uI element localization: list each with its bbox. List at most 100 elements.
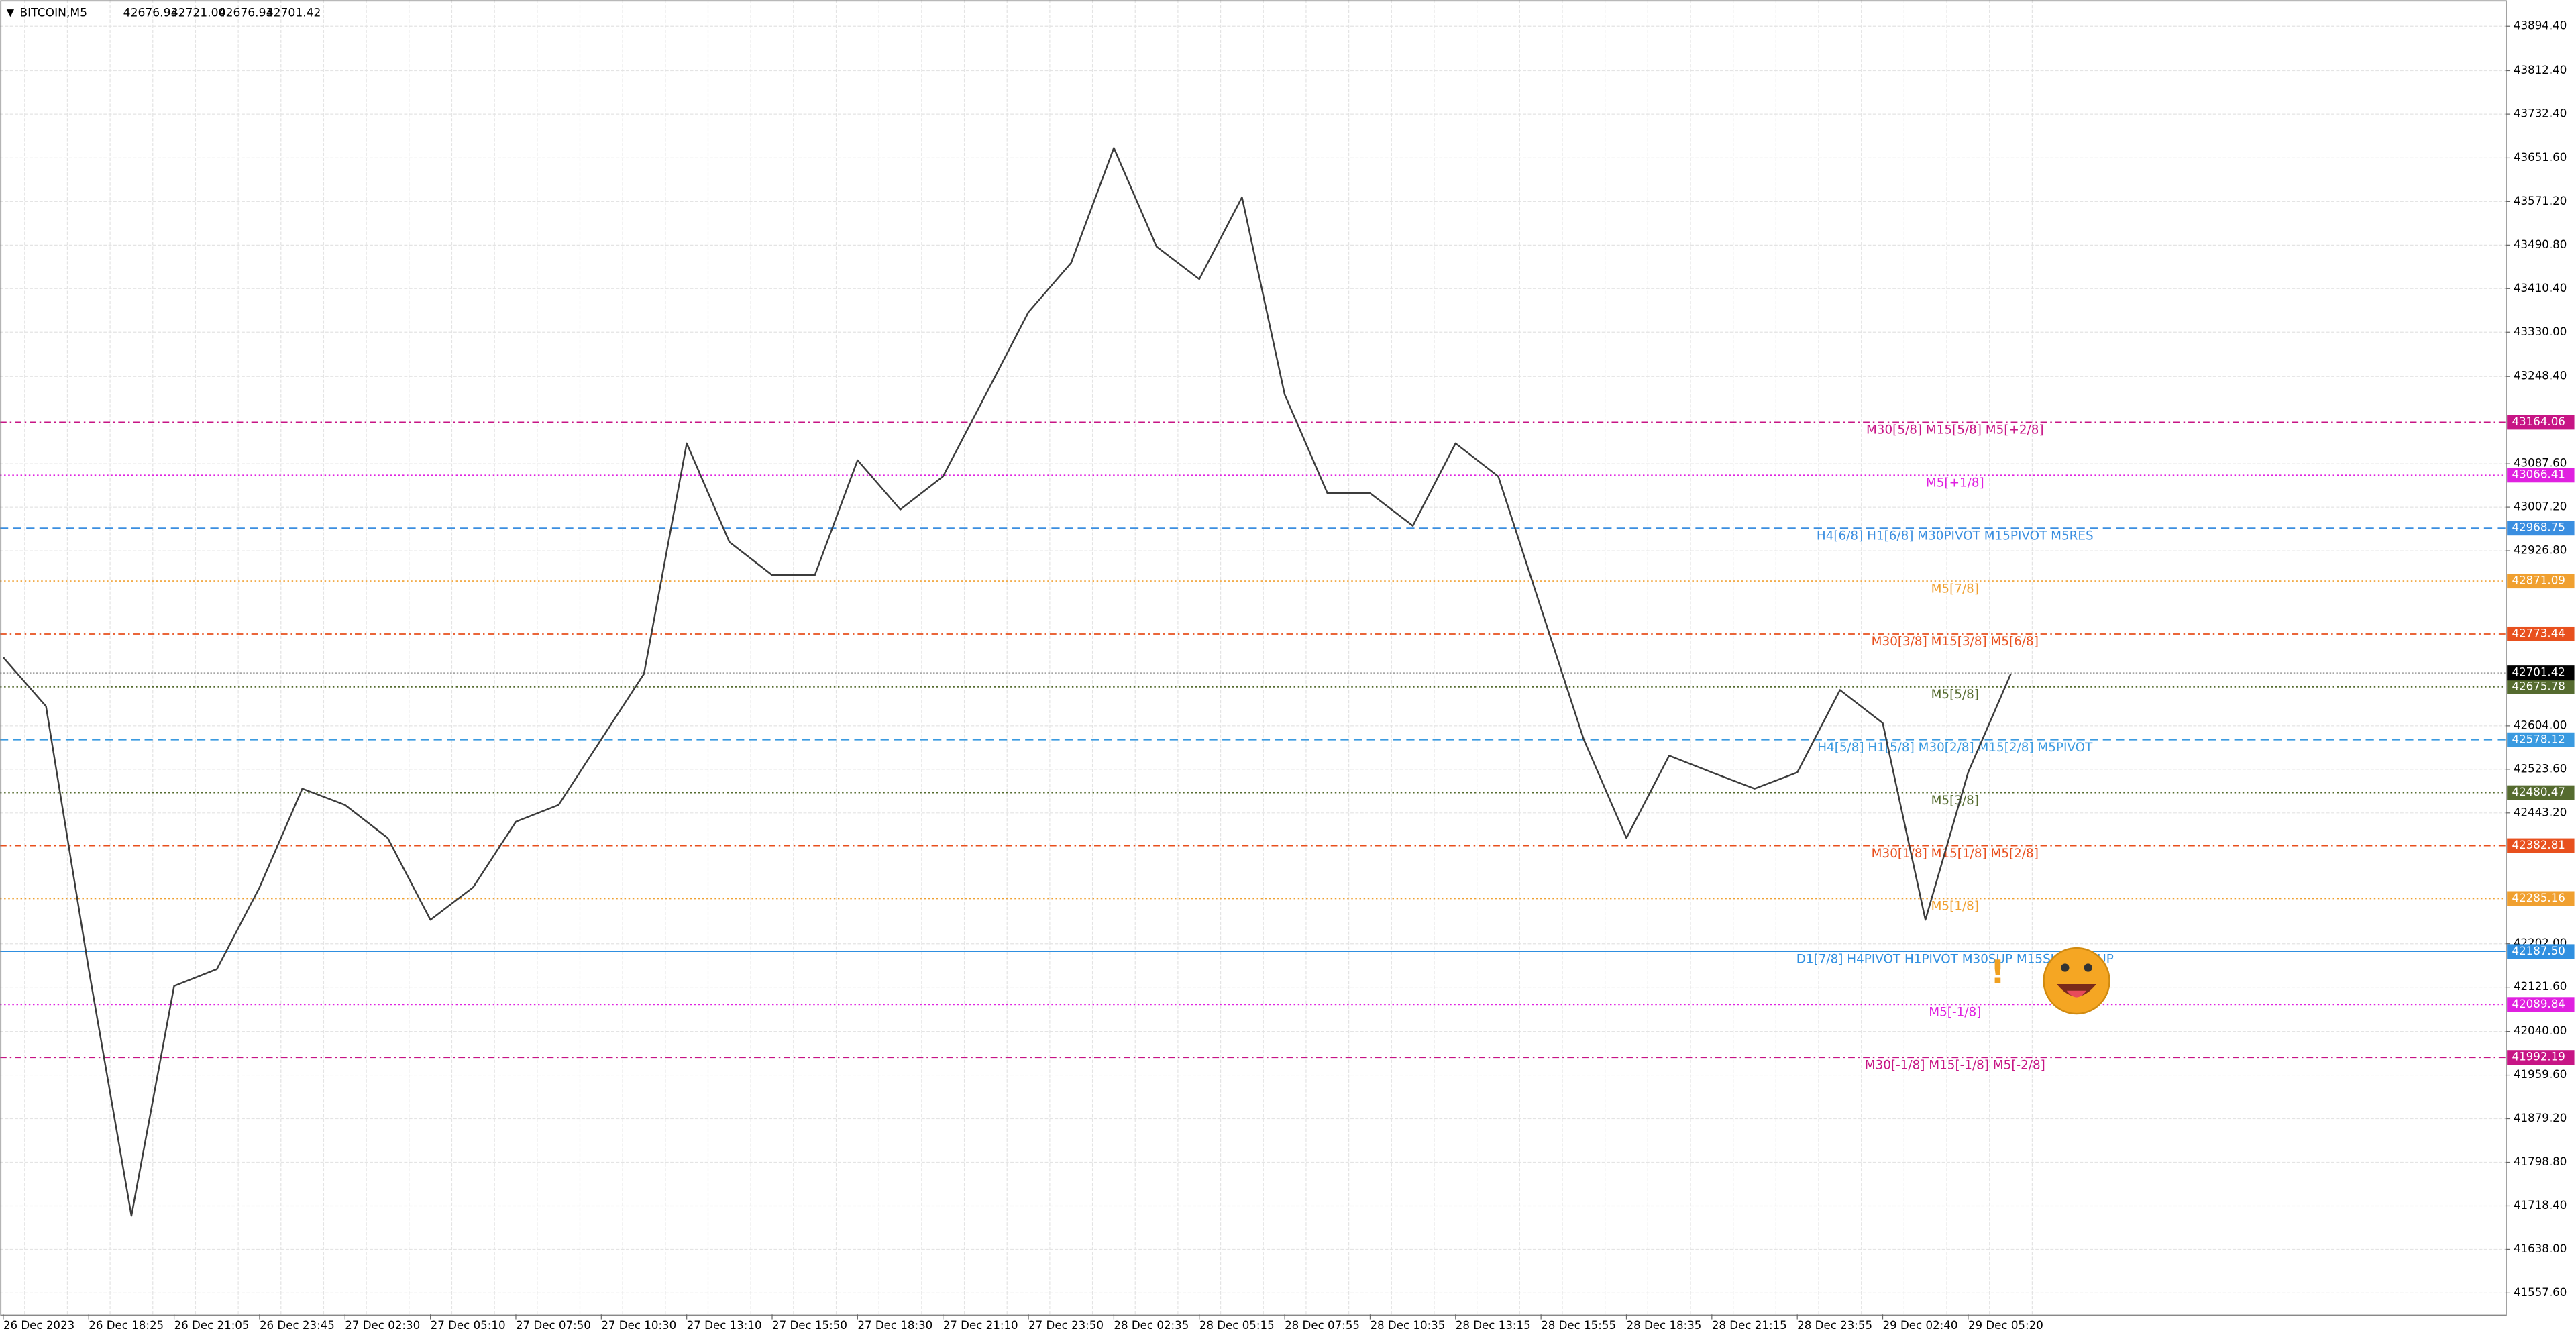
price-tag-label: 42480.47	[2512, 786, 2565, 798]
y-tick-label: 43410.40	[2514, 282, 2567, 294]
smiley-tongue	[2066, 990, 2087, 998]
level-label: D1[7/8] H4PIVOT H1PIVOT M30SUP M15SUP M5…	[1796, 953, 2114, 967]
x-tick-label: 28 Dec 07:55	[1285, 1319, 1360, 1332]
smiley-eye	[2084, 963, 2092, 972]
price-tag-label: 42871.09	[2512, 574, 2565, 587]
smiley: !	[1990, 947, 2110, 1015]
price-tag-label: 41992.19	[2512, 1051, 2565, 1063]
level-label: M5[+1/8]	[1926, 476, 1984, 490]
low: 42676.93	[219, 7, 274, 20]
y-tick-label: 43087.60	[2514, 457, 2567, 470]
level-label: M30[1/8] M15[1/8] M5[2/8]	[1872, 847, 2039, 861]
y-tick-label: 41879.20	[2514, 1112, 2567, 1124]
price-tag	[2507, 415, 2575, 430]
x-tick-label: 27 Dec 13:10	[687, 1319, 762, 1332]
level-label: M5[7/8]	[1931, 582, 1979, 596]
price-tag	[2507, 679, 2575, 694]
plot-frame	[0, 0, 2507, 1316]
current-price-tag	[2507, 665, 2575, 681]
price-tag-label: 42968.75	[2512, 521, 2565, 534]
y-tick-label: 42040.00	[2514, 1024, 2567, 1037]
x-tick-label: 27 Dec 23:50	[1028, 1319, 1104, 1332]
alert-icon: !	[1990, 953, 2005, 992]
price-tag	[2507, 468, 2575, 483]
price-tag-label: 42382.81	[2512, 839, 2565, 851]
y-tick-label: 43651.60	[2514, 151, 2567, 164]
y-tick-label: 43330.00	[2514, 325, 2567, 338]
level-label: H4[5/8] H1[5/8] M30[2/8] M15[2/8] M5PIVO…	[1817, 741, 2093, 755]
y-tick-label: 42604.00	[2514, 718, 2567, 731]
close: 42701.42	[266, 7, 321, 20]
price-tag-label: 42675.78	[2512, 680, 2565, 692]
x-tick-label: 27 Dec 05:10	[431, 1319, 506, 1332]
x-tick-label: 26 Dec 18:25	[89, 1319, 164, 1332]
menu-arrow[interactable]: ▼	[7, 7, 15, 19]
y-tick-label: 43571.20	[2514, 195, 2567, 207]
levels: M30[5/8] M15[5/8] M5[+2/8] M5[+1/8] H4[6/8…	[0, 421, 2506, 1072]
y-tick-label: 42443.20	[2514, 806, 2567, 818]
y-tick-label: 41557.60	[2514, 1286, 2567, 1299]
price-tag-label: 42578.12	[2512, 733, 2565, 745]
y-tick-label: 43490.80	[2514, 238, 2567, 251]
price-tag	[2507, 785, 2575, 800]
y-tick-label: 41718.40	[2514, 1199, 2567, 1212]
price-tag-label: 43164.06	[2512, 415, 2565, 428]
x-tick-label: 26 Dec 2023	[3, 1319, 74, 1332]
price-tag	[2507, 891, 2575, 906]
y-tick-label: 42121.60	[2514, 980, 2567, 993]
smiley-face	[2043, 947, 2110, 1015]
x-tick-label: 28 Dec 10:35	[1370, 1319, 1445, 1332]
x-tick-label: 26 Dec 21:05	[174, 1319, 250, 1332]
y-tick-label: 41959.60	[2514, 1068, 2567, 1081]
axes: 26 Dec 2023 26 Dec 18:25 26 Dec 21:05 26 De…	[3, 19, 2575, 1332]
price-tag	[2507, 997, 2575, 1012]
price-tag	[2507, 732, 2575, 747]
price-tag-label: 42773.44	[2512, 627, 2565, 639]
x-tick-label: 27 Dec 07:50	[516, 1319, 591, 1332]
y-tick-label: 41638.00	[2514, 1242, 2567, 1255]
y-tick-label: 42523.60	[2514, 762, 2567, 775]
x-tick-label: 29 Dec 02:40	[1883, 1319, 1958, 1332]
header: ▼ BITCOIN,M5 42676.93 42721.00 42676.93 …	[7, 7, 321, 20]
x-tick-label: 28 Dec 21:15	[1712, 1319, 1787, 1332]
x-tick-label: 27 Dec 02:30	[345, 1319, 420, 1332]
y-tick-label: 43007.20	[2514, 500, 2567, 513]
price-tag	[2507, 574, 2575, 589]
y-tick-label: 43248.40	[2514, 370, 2567, 382]
x-tick-label: 28 Dec 13:15	[1456, 1319, 1531, 1332]
level-label: M5[1/8]	[1931, 900, 1979, 914]
high: 42721.00	[171, 7, 226, 20]
price-tag	[2507, 521, 2575, 536]
x-tick-label: 27 Dec 21:10	[943, 1319, 1018, 1332]
price-tag-label: 43066.41	[2512, 468, 2565, 481]
price-tag	[2507, 838, 2575, 853]
level-label: M30[-1/8] M15[-1/8] M5[-2/8]	[1865, 1058, 2045, 1072]
x-tick-label: 27 Dec 10:30	[601, 1319, 676, 1332]
price-line	[2, 147, 2012, 1217]
price-tag	[2507, 1050, 2575, 1065]
y-tick-label: 43812.40	[2514, 64, 2567, 76]
level-label: M5[3/8]	[1931, 794, 1979, 808]
price-tag	[2507, 626, 2575, 641]
price-tag-label: 42187.50	[2512, 945, 2565, 957]
x-tick-label: 28 Dec 05:15	[1199, 1319, 1275, 1332]
x-tick-label: 27 Dec 15:50	[772, 1319, 847, 1332]
level-label: M30[3/8] M15[3/8] M5[6/8]	[1872, 635, 2039, 649]
smiley-mouth	[2057, 983, 2096, 997]
plot	[2, 147, 2012, 1217]
level-label: H4[6/8] H1[6/8] M30PIVOT M15PIVOT M5RES	[1817, 529, 2094, 543]
x-tick-label: 27 Dec 18:30	[857, 1319, 932, 1332]
level-label: M5[5/8]	[1931, 688, 1979, 702]
smiley-eye	[2061, 963, 2070, 972]
level-label: M30[5/8] M15[5/8] M5[+2/8]	[1866, 423, 2044, 437]
x-tick-label: 29 Dec 05:20	[1968, 1319, 2043, 1332]
x-tick-label: 28 Dec 15:55	[1541, 1319, 1616, 1332]
x-tick-label: 28 Dec 18:35	[1626, 1319, 1701, 1332]
grid	[0, 0, 2506, 1315]
y-tick-label: 42926.80	[2514, 544, 2567, 557]
symbol: BITCOIN,M5	[19, 7, 87, 20]
current-price-label: 42701.42	[2512, 666, 2565, 679]
